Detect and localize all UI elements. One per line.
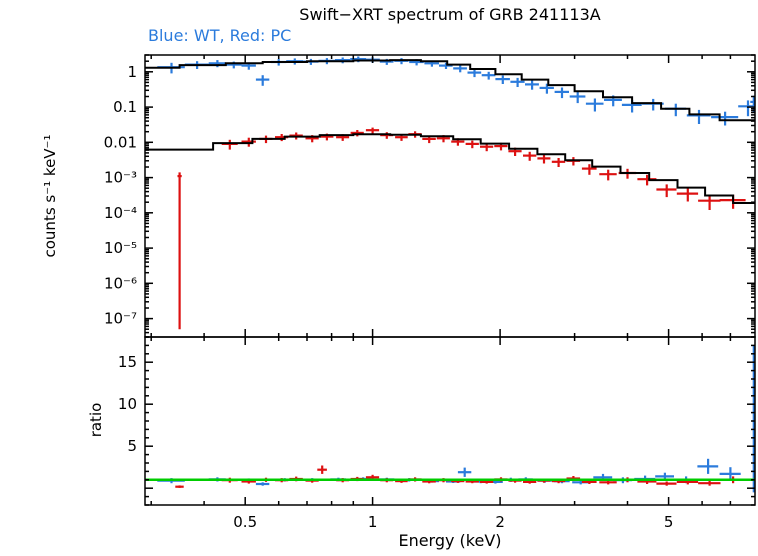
pc-data: [177, 127, 746, 330]
x-tick-label: 0.5: [233, 513, 257, 531]
x-tick-label: 5: [664, 513, 674, 531]
y-tick-label: 15: [118, 353, 137, 371]
pc-model: [145, 133, 755, 204]
y-tick-label: 10⁻⁷: [104, 310, 137, 328]
y-tick-label: 1: [127, 63, 137, 81]
y-tick-label: 0.1: [113, 98, 137, 116]
y-tick-label: 0.01: [104, 133, 137, 151]
wt-ratio: [157, 345, 755, 493]
y-tick-label: 10: [118, 395, 137, 413]
panel-spectrum-frame: [144, 54, 756, 338]
y-tick-label: 10⁻⁶: [104, 274, 137, 292]
y-tick-label: 10⁻³: [104, 169, 137, 187]
y-tick-label: 5: [127, 437, 137, 455]
panel-spectrum-series: [145, 56, 755, 330]
y-tick-label: 10⁻⁴: [104, 204, 137, 222]
plot-title: Swift−XRT spectrum of GRB 241113A: [299, 5, 601, 24]
panel-ratio-series: [145, 345, 755, 493]
wt-data: [157, 56, 755, 126]
wt-model: [145, 59, 755, 122]
x-axis-label-energy: Energy (keV): [398, 531, 502, 550]
plot-legend-subtitle: Blue: WT, Red: PC: [148, 26, 292, 45]
x-tick-label: 1: [368, 513, 378, 531]
x-tick-label: 2: [495, 513, 505, 531]
y-tick-label: 10⁻⁵: [104, 239, 137, 257]
